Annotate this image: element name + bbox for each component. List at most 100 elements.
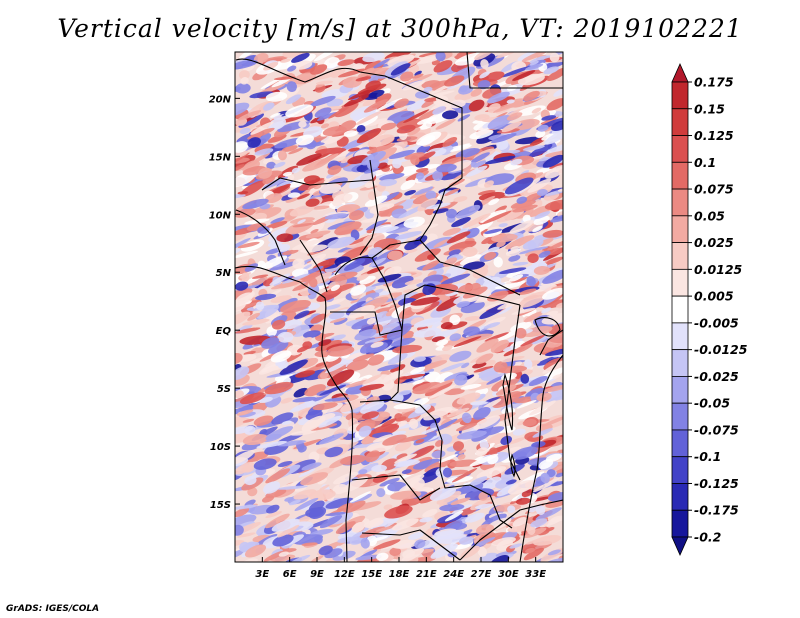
field-cell [426, 202, 451, 210]
field-cell [277, 433, 304, 444]
lat-tick-label: 10N [209, 210, 232, 221]
field-cell [265, 511, 283, 519]
field-cell [235, 150, 249, 160]
field-cell [509, 543, 523, 549]
field-cell [458, 449, 467, 454]
field-cell [495, 550, 517, 558]
lon-tick-label: 3E [255, 569, 269, 580]
colorbar-segment [671, 108, 689, 136]
field-cell [314, 107, 332, 118]
field-cell [379, 172, 405, 181]
field-cell [546, 469, 556, 478]
field-cell [524, 192, 543, 202]
field-cell [294, 310, 310, 320]
field-cell [468, 99, 485, 112]
field-cell [368, 89, 385, 99]
field-cell [382, 434, 407, 446]
field-cell [391, 518, 419, 531]
field-cell [239, 127, 251, 134]
field-cell [542, 358, 563, 374]
field-cell [402, 80, 426, 91]
field-cell [340, 454, 367, 465]
lake-victoria [534, 317, 561, 337]
field-cell [324, 57, 340, 69]
field-cell [525, 63, 544, 71]
field-cell [477, 79, 491, 90]
field-cell [387, 430, 407, 438]
field-cell [433, 239, 449, 248]
lake-malawi [510, 453, 516, 478]
field-cell [428, 354, 452, 363]
lon-tick-label: 15E [361, 569, 382, 580]
field-cell [343, 130, 358, 137]
field-cell [466, 165, 488, 177]
field-cell [272, 534, 294, 547]
field-cell [470, 401, 488, 406]
field-cell [319, 515, 343, 529]
field-cell [453, 168, 476, 180]
field-cell [427, 90, 455, 98]
field-cell [288, 147, 304, 155]
field-cell [404, 240, 420, 251]
field-cell [262, 56, 288, 63]
field-cell [365, 218, 388, 231]
colorbar-label: -0.005 [694, 315, 739, 330]
coastline [235, 265, 354, 562]
field-cell [360, 537, 370, 549]
field-cell [547, 491, 563, 502]
field-cell [260, 77, 282, 90]
field-cell [505, 250, 521, 257]
field-cell [545, 388, 563, 403]
colorbar-label: 0.005 [694, 289, 734, 304]
field-cell [484, 155, 516, 165]
field-cell [506, 112, 523, 121]
field-cell [410, 366, 426, 375]
field-cell [305, 230, 331, 239]
colorbar-label: 0.075 [694, 182, 734, 197]
field-cell [280, 299, 311, 314]
field-cell [557, 211, 563, 217]
field-cell [325, 511, 347, 517]
field-cell [421, 360, 448, 370]
field-cell [487, 115, 512, 130]
field-cell [391, 275, 414, 289]
field-cell [440, 273, 471, 285]
field-cell [355, 76, 372, 82]
field-cell [242, 198, 269, 210]
field-cell [361, 411, 379, 420]
field-cell [498, 365, 528, 374]
field-cell [291, 239, 322, 251]
field-cell [458, 536, 474, 545]
field-cell [365, 80, 381, 91]
field-cell [334, 221, 362, 236]
field-cell [373, 539, 401, 550]
field-cell [351, 521, 366, 533]
field-cell [413, 327, 442, 338]
field-cell [501, 66, 532, 78]
field-cell [332, 550, 356, 561]
field-cell [479, 71, 490, 79]
field-cell [547, 549, 561, 556]
field-cell [475, 353, 494, 365]
field-cell [516, 399, 537, 409]
field-cell [332, 471, 359, 485]
field-cell [516, 196, 528, 204]
field-cell [414, 248, 441, 262]
field-cell [414, 70, 422, 76]
border [330, 311, 403, 336]
colorbar-segment [671, 81, 689, 110]
field-cell [375, 526, 394, 532]
field-cell [322, 402, 343, 414]
field-cell [530, 518, 548, 528]
coastline-east [519, 354, 563, 562]
field-cell [372, 58, 390, 69]
field-cell [264, 193, 283, 204]
field-cell [273, 76, 297, 81]
field-cell [362, 52, 385, 63]
field-cell [470, 88, 483, 97]
field-cell [509, 220, 534, 234]
field-cell [408, 532, 424, 540]
field-cell [305, 507, 324, 518]
field-cell [328, 106, 350, 119]
field-cell [310, 313, 327, 324]
